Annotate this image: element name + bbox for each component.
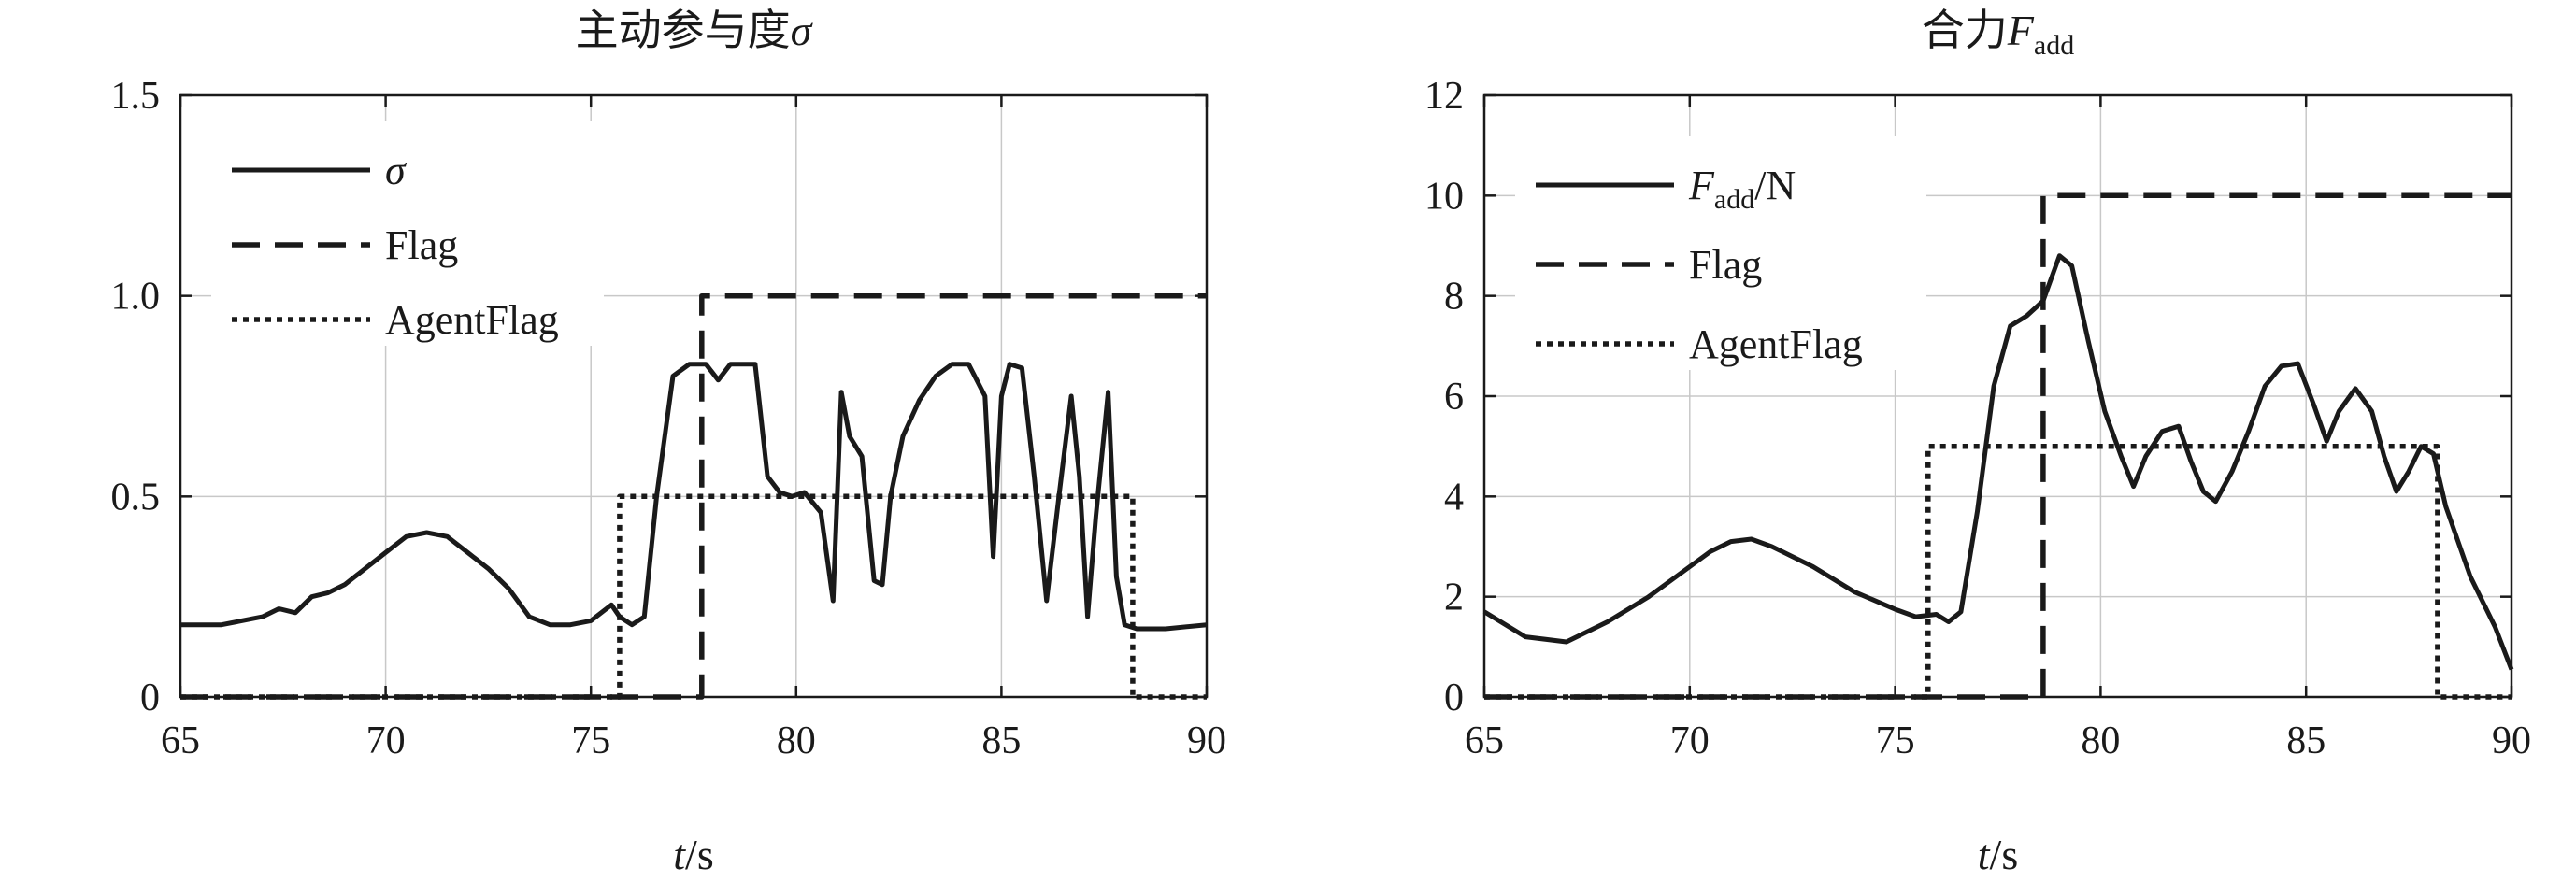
x-tick-label: 70 xyxy=(1670,719,1710,762)
force-chart-panel: 65 70 75 80 85 90 0 2 4 6 8 10 12 合力Fadd t/s Fadd/N Flag… xyxy=(1424,7,2531,878)
y-tick-label: 1.0 xyxy=(111,276,161,319)
legend-label: Flag xyxy=(1689,242,1762,288)
y-tick-label: 12 xyxy=(1424,75,1464,118)
legend-label: Flag xyxy=(385,222,458,268)
y-tick-label: 6 xyxy=(1444,376,1464,419)
grid-lines xyxy=(1484,95,2512,697)
y-tick-label: 0 xyxy=(140,676,160,719)
legend-background xyxy=(211,121,604,346)
chart-title: 主动参与度σ xyxy=(576,7,814,54)
legend: Fadd/N Flag AgentFlag xyxy=(1515,136,1926,370)
series-line-solid xyxy=(180,362,1208,632)
chart-title: 合力Fadd xyxy=(1922,7,2074,61)
y-tick-label: 8 xyxy=(1444,276,1464,319)
y-tick-label: 0.5 xyxy=(111,476,161,519)
series-line-solid xyxy=(1482,253,2514,671)
x-tick-label: 75 xyxy=(571,719,610,762)
sigma-chart-panel: 65 70 75 80 85 90 0 0.5 1.0 1.5 主动参与度σ t/s σ Flag Agen… xyxy=(111,7,1227,878)
plot-frame xyxy=(179,93,1209,699)
legend-label: AgentFlag xyxy=(1689,321,1863,367)
x-tick-label: 90 xyxy=(2492,719,2531,762)
legend-label: AgentFlag xyxy=(385,297,559,343)
x-tick-label: 80 xyxy=(777,719,816,762)
y-tick-label: 0 xyxy=(1444,676,1464,719)
x-tick-label: 90 xyxy=(1187,719,1226,762)
x-tick-label: 80 xyxy=(2081,719,2120,762)
y-tick-label: 10 xyxy=(1424,175,1464,218)
legend-label: Fadd/N xyxy=(1688,163,1796,215)
x-axis-label: t/s xyxy=(1978,831,2018,878)
legend: σ Flag AgentFlag xyxy=(211,121,604,346)
series-line-dotted xyxy=(1484,443,2512,700)
legend-background xyxy=(1515,136,1926,370)
y-tick-label: 4 xyxy=(1444,476,1464,519)
x-tick-label: 75 xyxy=(1876,719,1915,762)
y-tick-label: 1.5 xyxy=(111,75,161,118)
x-tick-label: 65 xyxy=(161,719,200,762)
x-axis-label: t/s xyxy=(673,831,713,878)
series-line-dotted xyxy=(180,493,1207,700)
x-tick-label: 85 xyxy=(2286,719,2326,762)
y-tick-label: 2 xyxy=(1444,576,1464,619)
x-tick-label: 70 xyxy=(366,719,406,762)
legend-label: σ xyxy=(385,148,408,193)
x-tick-label: 85 xyxy=(981,719,1021,762)
x-tick-label: 65 xyxy=(1465,719,1504,762)
